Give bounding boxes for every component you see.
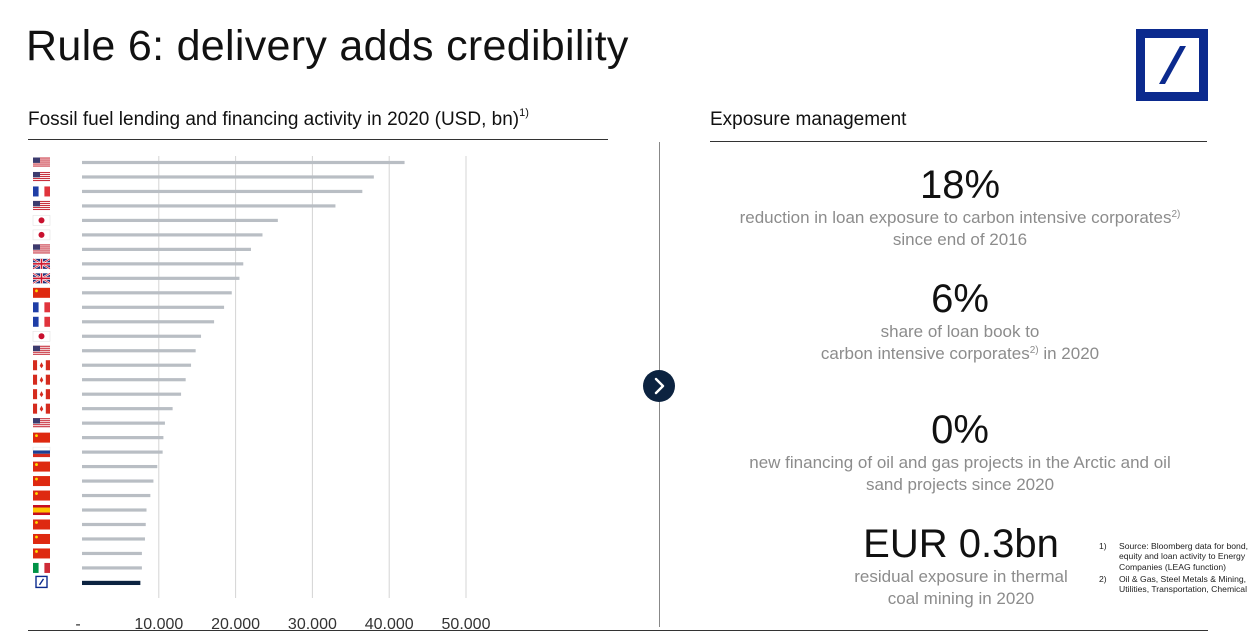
bar xyxy=(82,363,192,367)
deutsche-bank-logo xyxy=(1136,29,1208,101)
bar xyxy=(82,580,141,586)
kpi-description: reduction in loan exposure to carbon int… xyxy=(739,208,1181,249)
bar xyxy=(82,233,263,237)
flag-ca-icon xyxy=(33,360,50,371)
kpi-loan-book-share: 6% share of loan book to carbon intensiv… xyxy=(700,277,1220,365)
bar xyxy=(82,276,240,280)
flag-us-icon xyxy=(33,244,50,255)
flag-jp-icon xyxy=(32,229,51,241)
flag-gb-icon xyxy=(32,257,51,270)
flag-jp-icon xyxy=(32,215,51,226)
kpi-description: residual exposure in thermal coal mining… xyxy=(854,567,1068,608)
flag-cn-icon xyxy=(33,432,50,443)
bar xyxy=(82,566,142,570)
x-tick-label: 30.000 xyxy=(288,616,337,630)
flag-fr-icon xyxy=(33,186,50,197)
kpi-thermal-coal: EUR 0.3bn residual exposure in thermal c… xyxy=(700,522,1222,610)
flag-fr-icon xyxy=(33,316,50,327)
bar xyxy=(82,493,151,498)
flag-us-icon xyxy=(33,200,50,211)
chart-heading: Fossil fuel lending and financing activi… xyxy=(28,107,529,130)
slide-title: Rule 6: delivery adds credibility xyxy=(26,22,629,70)
flag-us-icon xyxy=(33,171,50,182)
flag-ca-icon xyxy=(33,403,50,414)
flag-cn-icon xyxy=(33,533,50,544)
flag-cn-icon xyxy=(33,476,50,487)
footnotes: 1) Source: Bloomberg data for bond, equit… xyxy=(1099,541,1249,594)
flag-cn-icon xyxy=(33,519,50,530)
footnote: 1) Source: Bloomberg data for bond, equit… xyxy=(1099,541,1248,572)
kpi-description: new financing of oil and gas projects in… xyxy=(749,453,1171,494)
flag-es-icon xyxy=(33,505,50,516)
bar xyxy=(82,508,147,512)
bar-chart: - 10.000 20.000 30.000 40.000 50.000 xyxy=(32,156,491,630)
flag-cn-icon xyxy=(33,548,50,559)
flag-cn-icon xyxy=(33,461,50,472)
kpi-value: 6% xyxy=(931,277,989,321)
flag-us-icon xyxy=(33,418,50,429)
flag-db-icon xyxy=(35,575,48,589)
bar xyxy=(82,262,244,266)
chart-heading-footnote: 1) xyxy=(519,107,529,119)
bar xyxy=(82,204,336,208)
bottom-rule xyxy=(28,630,1208,631)
bar xyxy=(82,407,173,411)
flag-gb-icon xyxy=(32,272,51,285)
flag-it-icon xyxy=(33,562,50,573)
x-tick-label: 20.000 xyxy=(211,616,260,630)
bar xyxy=(82,479,154,483)
bar xyxy=(82,537,145,541)
exposure-heading: Exposure management xyxy=(710,109,907,130)
bar xyxy=(82,349,196,353)
kpi-description: share of loan book to carbon intensive c… xyxy=(820,322,1100,363)
bar xyxy=(82,160,405,165)
flag-us-icon xyxy=(33,345,50,356)
bar xyxy=(82,392,182,396)
kpi-value: 0% xyxy=(931,408,989,452)
x-tick-label: - xyxy=(75,616,80,630)
flag-us-icon xyxy=(33,157,50,168)
flag-ca-icon xyxy=(33,389,50,400)
kpi-arctic-financing: 0% new financing of oil and gas projects… xyxy=(700,408,1220,496)
bar xyxy=(82,522,146,527)
next-arrow-button[interactable] xyxy=(643,370,675,402)
bar xyxy=(82,334,202,338)
bar xyxy=(82,378,186,382)
bar xyxy=(82,436,164,440)
chart-heading-rule xyxy=(28,139,608,140)
exposure-heading-rule xyxy=(710,141,1207,142)
bar xyxy=(82,291,232,295)
x-tick-label: 50.000 xyxy=(442,616,491,630)
bar xyxy=(82,551,142,556)
bar xyxy=(82,247,251,251)
bar xyxy=(82,421,165,425)
kpi-value: 18% xyxy=(919,163,1001,207)
bar xyxy=(82,464,158,469)
flag-ru-icon xyxy=(32,446,51,458)
bar xyxy=(82,450,163,454)
flag-cn-icon xyxy=(33,287,50,298)
kpi-carbon-reduction: 18% reduction in loan exposure to carbon… xyxy=(700,163,1220,251)
bar xyxy=(82,189,363,194)
footnote: 2) Oil & Gas, Steel Metals & Mining, Util… xyxy=(1099,573,1247,595)
flag-ca-icon xyxy=(33,374,50,385)
bar xyxy=(82,320,215,324)
x-tick-label: 40.000 xyxy=(365,616,414,630)
flag-cn-icon xyxy=(33,490,50,501)
chevron-right-icon xyxy=(654,377,665,395)
flag-jp-icon xyxy=(32,331,51,342)
bar xyxy=(82,305,225,309)
bar xyxy=(82,175,374,179)
flag-fr-icon xyxy=(33,302,50,313)
x-tick-label: 10.000 xyxy=(134,616,183,630)
bar xyxy=(82,218,278,223)
kpi-value: EUR 0.3bn xyxy=(863,522,1059,566)
